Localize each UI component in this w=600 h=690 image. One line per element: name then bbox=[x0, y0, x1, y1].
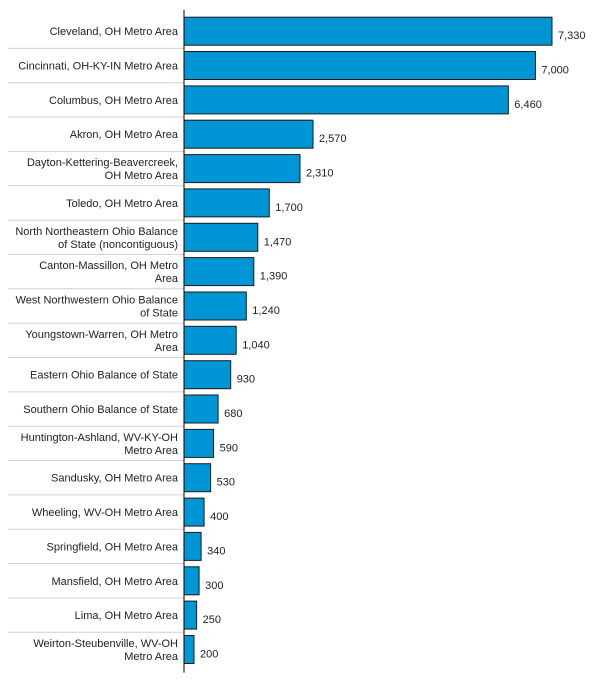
bar bbox=[183, 257, 255, 287]
category-label-line: Akron, OH Metro Area bbox=[70, 129, 179, 141]
category-label: Dayton-Kettering-Beavercreek, OH Metro Ar… bbox=[27, 157, 179, 182]
category-label-line: Eastern Ohio Balance of State bbox=[30, 370, 178, 382]
bar bbox=[183, 600, 198, 630]
category-label-line: OH Metro Area bbox=[105, 170, 179, 182]
bar bbox=[183, 188, 270, 218]
bar bbox=[183, 16, 553, 46]
category-label: Lima, OH Metro Area bbox=[75, 610, 179, 622]
category-label-line: Youngstown-Warren, OH Metro bbox=[25, 329, 178, 341]
category-label: West Northwestern Ohio Balance of State bbox=[16, 295, 178, 320]
category-label-line: Springfield, OH Metro Area bbox=[47, 541, 179, 553]
bar bbox=[183, 394, 219, 424]
category-label: Sandusky, OH Metro Area bbox=[51, 473, 179, 485]
value-label: 930 bbox=[237, 374, 255, 386]
category-label-line: Canton-Massillon, OH Metro bbox=[39, 260, 178, 272]
bar bbox=[183, 463, 212, 493]
bar bbox=[183, 51, 536, 80]
category-label-line: Wheeling, WV-OH Metro Area bbox=[32, 507, 179, 519]
category-label: Columbus, OH Metro Area bbox=[49, 95, 179, 107]
category-label-line: Area bbox=[155, 342, 179, 354]
category-label-line: Metro Area bbox=[124, 651, 179, 663]
category-label-line: Cincinnati, OH-KY-IN Metro Area bbox=[18, 61, 179, 73]
value-label: 680 bbox=[224, 408, 242, 420]
bar bbox=[183, 635, 195, 664]
bar bbox=[183, 291, 247, 321]
category-label: North Northeastern Ohio Balance of State … bbox=[15, 226, 178, 251]
category-label-line: Sandusky, OH Metro Area bbox=[51, 473, 179, 485]
category-label: Toledo, OH Metro Area bbox=[66, 198, 179, 210]
category-label-line: Mansfield, OH Metro Area bbox=[51, 576, 178, 588]
value-label: 300 bbox=[205, 580, 223, 592]
bar bbox=[183, 566, 200, 596]
category-label: Cincinnati, OH-KY-IN Metro Area bbox=[18, 61, 179, 73]
category-label-line: Southern Ohio Balance of State bbox=[23, 404, 178, 416]
category-label: Southern Ohio Balance of State bbox=[23, 404, 178, 416]
category-label: Canton-Massillon, OH Metro Area bbox=[39, 260, 179, 285]
category-label: Wheeling, WV-OH Metro Area bbox=[32, 507, 179, 519]
value-label: 7,000 bbox=[541, 65, 569, 77]
bar bbox=[183, 85, 509, 115]
value-label: 1,390 bbox=[260, 271, 288, 283]
bar bbox=[183, 428, 215, 458]
value-label: 340 bbox=[207, 545, 225, 557]
value-label: 6,460 bbox=[514, 99, 542, 111]
category-label-line: Huntington-Ashland, WV-KY-OH bbox=[21, 432, 178, 444]
bar bbox=[183, 531, 202, 561]
value-labels: 7,330 7,000 6,460 2,570 2,310 1,700 1,470 1,390… bbox=[200, 30, 586, 660]
bar bbox=[183, 119, 314, 149]
category-label-line: Weirton-Steubenville, WV-OH bbox=[33, 638, 178, 650]
category-label: Springfield, OH Metro Area bbox=[47, 541, 179, 553]
value-label: 2,310 bbox=[306, 168, 334, 180]
bars bbox=[183, 16, 553, 664]
value-label: 200 bbox=[200, 649, 218, 661]
bar bbox=[183, 360, 232, 390]
value-label: 7,330 bbox=[558, 30, 586, 42]
category-label-line: Columbus, OH Metro Area bbox=[49, 95, 179, 107]
row-separators bbox=[8, 47, 184, 633]
category-labels: Cleveland, OH Metro Area Cincinnati, OH-K… bbox=[15, 26, 179, 663]
value-label: 2,570 bbox=[319, 133, 347, 145]
value-label: 1,700 bbox=[275, 202, 303, 214]
value-label: 250 bbox=[203, 614, 221, 626]
category-label-line: Dayton-Kettering-Beavercreek, bbox=[27, 157, 178, 169]
value-label: 400 bbox=[210, 511, 228, 523]
category-label-line: West Northwestern Ohio Balance bbox=[16, 295, 178, 307]
category-label-line: Cleveland, OH Metro Area bbox=[50, 26, 179, 38]
category-label: Cleveland, OH Metro Area bbox=[50, 26, 179, 38]
category-label-line: Metro Area bbox=[124, 445, 179, 457]
bar bbox=[183, 154, 301, 184]
value-label: 1,240 bbox=[252, 305, 280, 317]
bar bbox=[183, 497, 205, 527]
value-label: 1,040 bbox=[242, 339, 270, 351]
category-label-line: of State bbox=[140, 308, 178, 320]
category-label-line: of State (noncontiguous) bbox=[58, 239, 178, 251]
category-label: Akron, OH Metro Area bbox=[70, 129, 179, 141]
category-label-line: Area bbox=[155, 273, 179, 285]
category-label: Weirton-Steubenville, WV-OH Metro Area bbox=[33, 638, 179, 663]
category-label: Huntington-Ashland, WV-KY-OH Metro Area bbox=[21, 432, 179, 457]
category-label: Youngstown-Warren, OH Metro Area bbox=[25, 329, 179, 354]
bar bbox=[183, 222, 259, 252]
value-label: 530 bbox=[217, 477, 235, 489]
category-label: Eastern Ohio Balance of State bbox=[30, 370, 178, 382]
bar bbox=[183, 325, 237, 355]
value-label: 1,470 bbox=[264, 236, 292, 248]
category-label-line: Lima, OH Metro Area bbox=[75, 610, 179, 622]
category-label-line: North Northeastern Ohio Balance bbox=[15, 226, 178, 238]
category-label: Mansfield, OH Metro Area bbox=[51, 576, 178, 588]
category-label-line: Toledo, OH Metro Area bbox=[66, 198, 179, 210]
value-label: 590 bbox=[220, 442, 238, 454]
